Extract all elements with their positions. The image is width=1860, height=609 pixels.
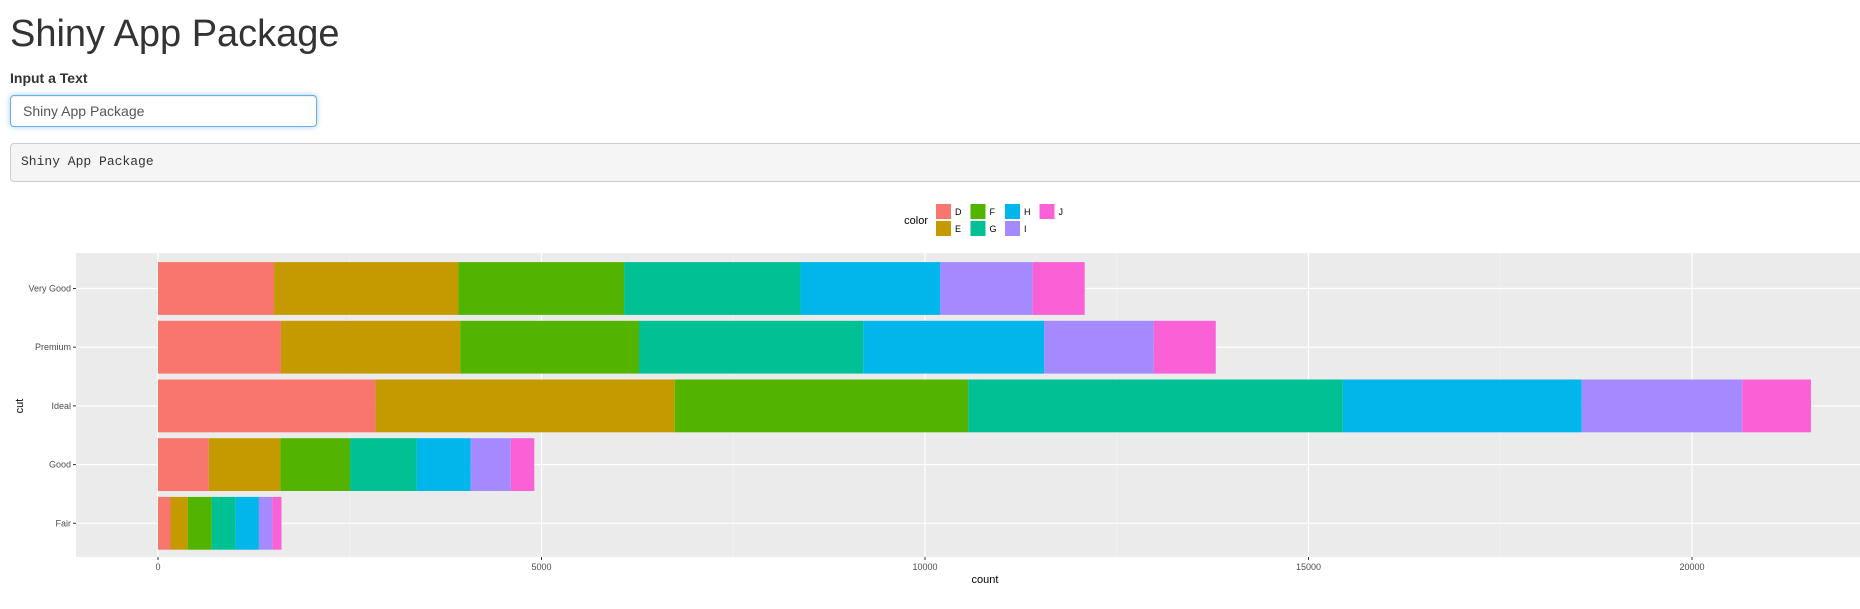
bar-segment (460, 320, 639, 374)
bar-segment (187, 496, 212, 550)
bar-segment (470, 438, 511, 491)
bar-segment (211, 496, 236, 550)
bar-segment (968, 379, 1343, 433)
legend-key (1039, 204, 1055, 219)
bar-segment (1044, 320, 1154, 374)
bar-segment (158, 379, 376, 433)
bar-segment (1153, 320, 1216, 374)
bar-segment (158, 496, 171, 550)
bar-segment (674, 379, 969, 433)
bar-segment (940, 262, 1033, 315)
bar-segment (510, 438, 535, 491)
legend-label: E (955, 224, 961, 234)
y-tick-label: Ideal (51, 401, 71, 411)
bar-segment (638, 320, 864, 374)
bar-segment (458, 262, 625, 315)
bar-segment (624, 262, 801, 315)
bar-segment (280, 438, 351, 491)
x-tick-label: 15000 (1296, 562, 1321, 572)
bar-segment (350, 438, 417, 491)
stacked-bar-chart: Very Good Premium Ideal Good Fair 0 5000 10000 1… (14, 204, 1860, 586)
y-tick-label: Fair (56, 518, 72, 528)
bar-segment (280, 320, 461, 374)
legend-label: G (990, 224, 997, 234)
legend-key (970, 204, 986, 219)
bar-segment (208, 438, 281, 491)
bar-segment (1032, 262, 1085, 315)
bar-segment (375, 379, 675, 433)
legend-key (1005, 204, 1020, 219)
y-tick-label: Good (49, 460, 71, 470)
y-tick-label: Premium (35, 342, 71, 352)
x-axis-title: count (972, 574, 999, 586)
x-tick-label: 20000 (1679, 562, 1704, 572)
bar-segment (863, 320, 1045, 374)
bar-segment (800, 262, 941, 315)
legend-label: F (990, 207, 996, 217)
bar-segment (1581, 379, 1743, 433)
legend-key (936, 221, 951, 236)
legend-title: color (904, 215, 928, 227)
bar-segment (158, 320, 281, 374)
bar-segment (274, 262, 459, 315)
bar-segment (272, 496, 282, 550)
legend-label: J (1059, 207, 1064, 217)
bar-segment (158, 262, 275, 315)
bar-segment (416, 438, 471, 491)
bar-segment (258, 496, 273, 550)
bar-segment (1342, 379, 1582, 433)
legend-label: H (1024, 207, 1031, 217)
page-title: Shiny App Package (10, 13, 340, 55)
legend-key (970, 221, 986, 236)
legend-key (1005, 221, 1020, 236)
bar-segment (158, 438, 209, 491)
y-tick-label: Very Good (28, 284, 71, 294)
legend-label: D (955, 207, 962, 217)
text-input-label: Input a Text (10, 70, 88, 86)
text-input[interactable] (10, 95, 317, 127)
y-axis-title: cut (14, 399, 26, 414)
legend-key (936, 204, 951, 219)
x-tick-label: 5000 (531, 562, 551, 572)
text-output: Shiny App Package (10, 143, 1860, 182)
x-tick-label: 10000 (912, 562, 937, 572)
bar-segment (1742, 379, 1811, 433)
bar-segment (235, 496, 259, 550)
x-tick-label: 0 (155, 562, 160, 572)
legend-label: I (1024, 224, 1027, 234)
bar-segment (170, 496, 188, 550)
